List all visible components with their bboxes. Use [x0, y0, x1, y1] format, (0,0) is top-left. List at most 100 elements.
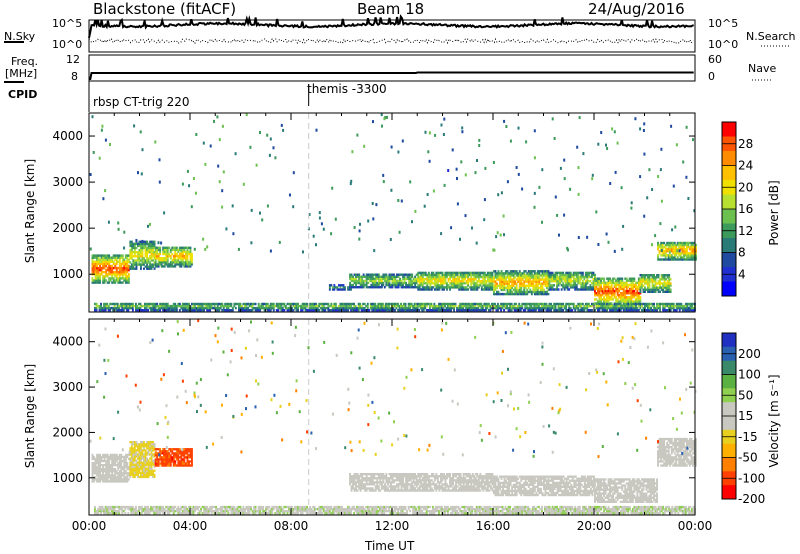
noise-cell	[202, 237, 205, 241]
heatmap-cell	[289, 302, 292, 306]
heatmap-cell	[421, 306, 424, 310]
heatmap-cell	[132, 459, 135, 462]
heatmap-cell	[528, 309, 531, 312]
heatmap-cell	[483, 275, 486, 279]
heatmap-cell	[486, 284, 489, 287]
heatmap-cell	[121, 254, 124, 257]
heatmap-cell	[121, 275, 124, 278]
heatmap-cell	[178, 309, 181, 312]
heatmap-cell	[488, 277, 491, 281]
heatmap-cell	[181, 261, 184, 264]
heatmap-cell	[175, 252, 178, 256]
heatmap-cell	[306, 302, 308, 306]
heatmap-cell	[575, 286, 578, 289]
noise-cell	[221, 124, 224, 128]
heatmap-cell	[509, 284, 512, 287]
heatmap-cell	[577, 273, 580, 277]
heatmap-cell	[150, 461, 153, 464]
heatmap-cell	[501, 304, 504, 308]
heatmap-cell	[565, 284, 568, 287]
heatmap-cell	[470, 284, 473, 287]
heatmap-cell	[636, 289, 639, 293]
heatmap-cell	[147, 467, 150, 470]
heatmap-cell	[141, 461, 144, 464]
heatmap-cell	[108, 254, 111, 257]
heatmap-cell	[439, 304, 442, 308]
heatmap-cell	[619, 306, 622, 310]
heatmap-cell	[117, 461, 120, 465]
heatmap-cell	[479, 280, 482, 283]
heatmap-cell	[527, 270, 530, 273]
heatmap-cell	[665, 309, 668, 312]
heatmap-cell	[129, 248, 132, 252]
heatmap-cell	[140, 240, 142, 243]
heatmap-cell	[376, 286, 379, 289]
heatmap-cell	[486, 306, 489, 310]
heatmap-cell	[455, 282, 457, 285]
heatmap-cell	[141, 445, 144, 448]
noise-cell	[375, 203, 378, 207]
noise-cell	[426, 193, 429, 196]
heatmap-cell	[644, 274, 646, 277]
heatmap-cell	[625, 285, 628, 289]
heatmap-cell	[470, 282, 473, 285]
heatmap-cell	[648, 286, 651, 289]
heatmap-cell	[168, 454, 171, 457]
heatmap-cell	[425, 302, 428, 306]
heatmap-cell	[357, 302, 360, 306]
heatmap-cell	[360, 306, 363, 310]
heatmap-cell	[114, 459, 117, 463]
heatmap-cell	[483, 284, 486, 287]
heatmap-cell	[133, 261, 136, 264]
heatmap-cell	[464, 282, 467, 285]
heatmap-cell	[147, 261, 150, 264]
heatmap-cell	[669, 288, 672, 291]
heatmap-cell	[106, 468, 109, 471]
heatmap-cell	[563, 286, 566, 289]
heatmap-cell	[309, 309, 312, 312]
heatmap-cell	[100, 457, 103, 461]
heatmap-cell	[301, 306, 304, 310]
heatmap-cell	[541, 270, 544, 273]
heatmap-cell	[634, 306, 637, 310]
heatmap-cell	[682, 252, 685, 255]
heatmap-cell	[383, 306, 386, 310]
heatmap-cell	[628, 300, 631, 303]
heatmap-cell	[459, 275, 462, 279]
heatmap-cell	[242, 302, 245, 306]
heatmap-cell	[141, 309, 143, 312]
heatmap-cell	[313, 304, 316, 308]
heatmap-cell	[460, 306, 463, 310]
heatmap-cell	[689, 302, 692, 306]
heatmap-cell	[203, 306, 205, 310]
heatmap-cell	[108, 468, 111, 471]
heatmap-cell	[546, 274, 548, 277]
heatmap-cell	[374, 277, 377, 281]
heatmap-cell	[157, 246, 160, 249]
heatmap-cell	[281, 302, 284, 306]
heatmap-cell	[357, 306, 360, 310]
heatmap-cell	[91, 461, 94, 465]
heatmap-cell	[120, 470, 123, 473]
heatmap-cell	[371, 273, 374, 276]
heatmap-cell	[114, 266, 117, 270]
heatmap-cell	[397, 281, 400, 285]
heatmap-cell	[637, 283, 640, 287]
heatmap-cell	[106, 258, 109, 261]
noise-cell	[533, 205, 536, 209]
heatmap-cell	[189, 456, 192, 459]
heatmap-cell	[366, 304, 369, 308]
heatmap-cell	[93, 279, 95, 282]
noise-cell	[450, 226, 453, 230]
heatmap-cell	[347, 302, 349, 306]
heatmap-cell	[129, 253, 132, 256]
heatmap-cell	[550, 277, 552, 281]
heatmap-cell	[423, 277, 426, 281]
heatmap-cell	[524, 290, 527, 294]
noise-cell	[474, 171, 477, 175]
heatmap-cell	[688, 256, 691, 259]
heatmap-cell	[566, 273, 569, 277]
heatmap-cell	[662, 282, 665, 285]
heatmap-cell	[562, 286, 565, 289]
heatmap-cell	[168, 458, 171, 461]
